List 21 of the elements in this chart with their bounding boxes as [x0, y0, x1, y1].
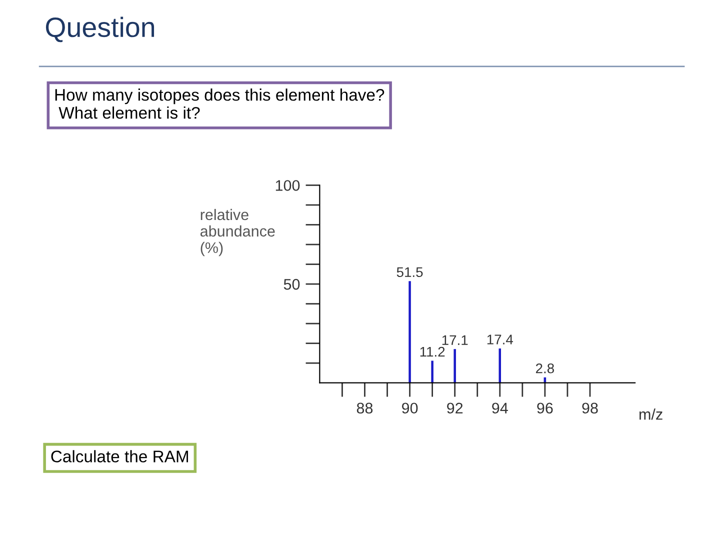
y-tick-label: 100 [276, 180, 300, 191]
data-label: 51.5 [396, 267, 423, 278]
x-axis-title: m/z [640, 408, 662, 420]
x-tick-label: 98 [582, 402, 598, 414]
data-label: 17.4 [487, 334, 513, 344]
data-label: 17.1 [442, 335, 468, 345]
x-tick-label: 88 [356, 402, 373, 414]
data-label: 2.8 [536, 363, 554, 374]
x-tick-label: 96 [537, 402, 553, 414]
x-tick-label: 94 [492, 402, 508, 414]
y-axis-title: relative abundance (%) [200, 208, 275, 256]
x-tick-label: 92 [447, 402, 463, 414]
chart-title: Question [46, 16, 154, 42]
text: How many isotopes does this element have? What element is it? [55, 88, 384, 119]
bar [408, 281, 411, 383]
bar [431, 360, 434, 383]
data-label: 11.2 [420, 346, 445, 357]
y-tick-label: 50 [284, 278, 300, 290]
bar [454, 349, 456, 383]
text: Calculate the RAM [51, 450, 188, 462]
x-tick-label: 90 [402, 402, 418, 414]
